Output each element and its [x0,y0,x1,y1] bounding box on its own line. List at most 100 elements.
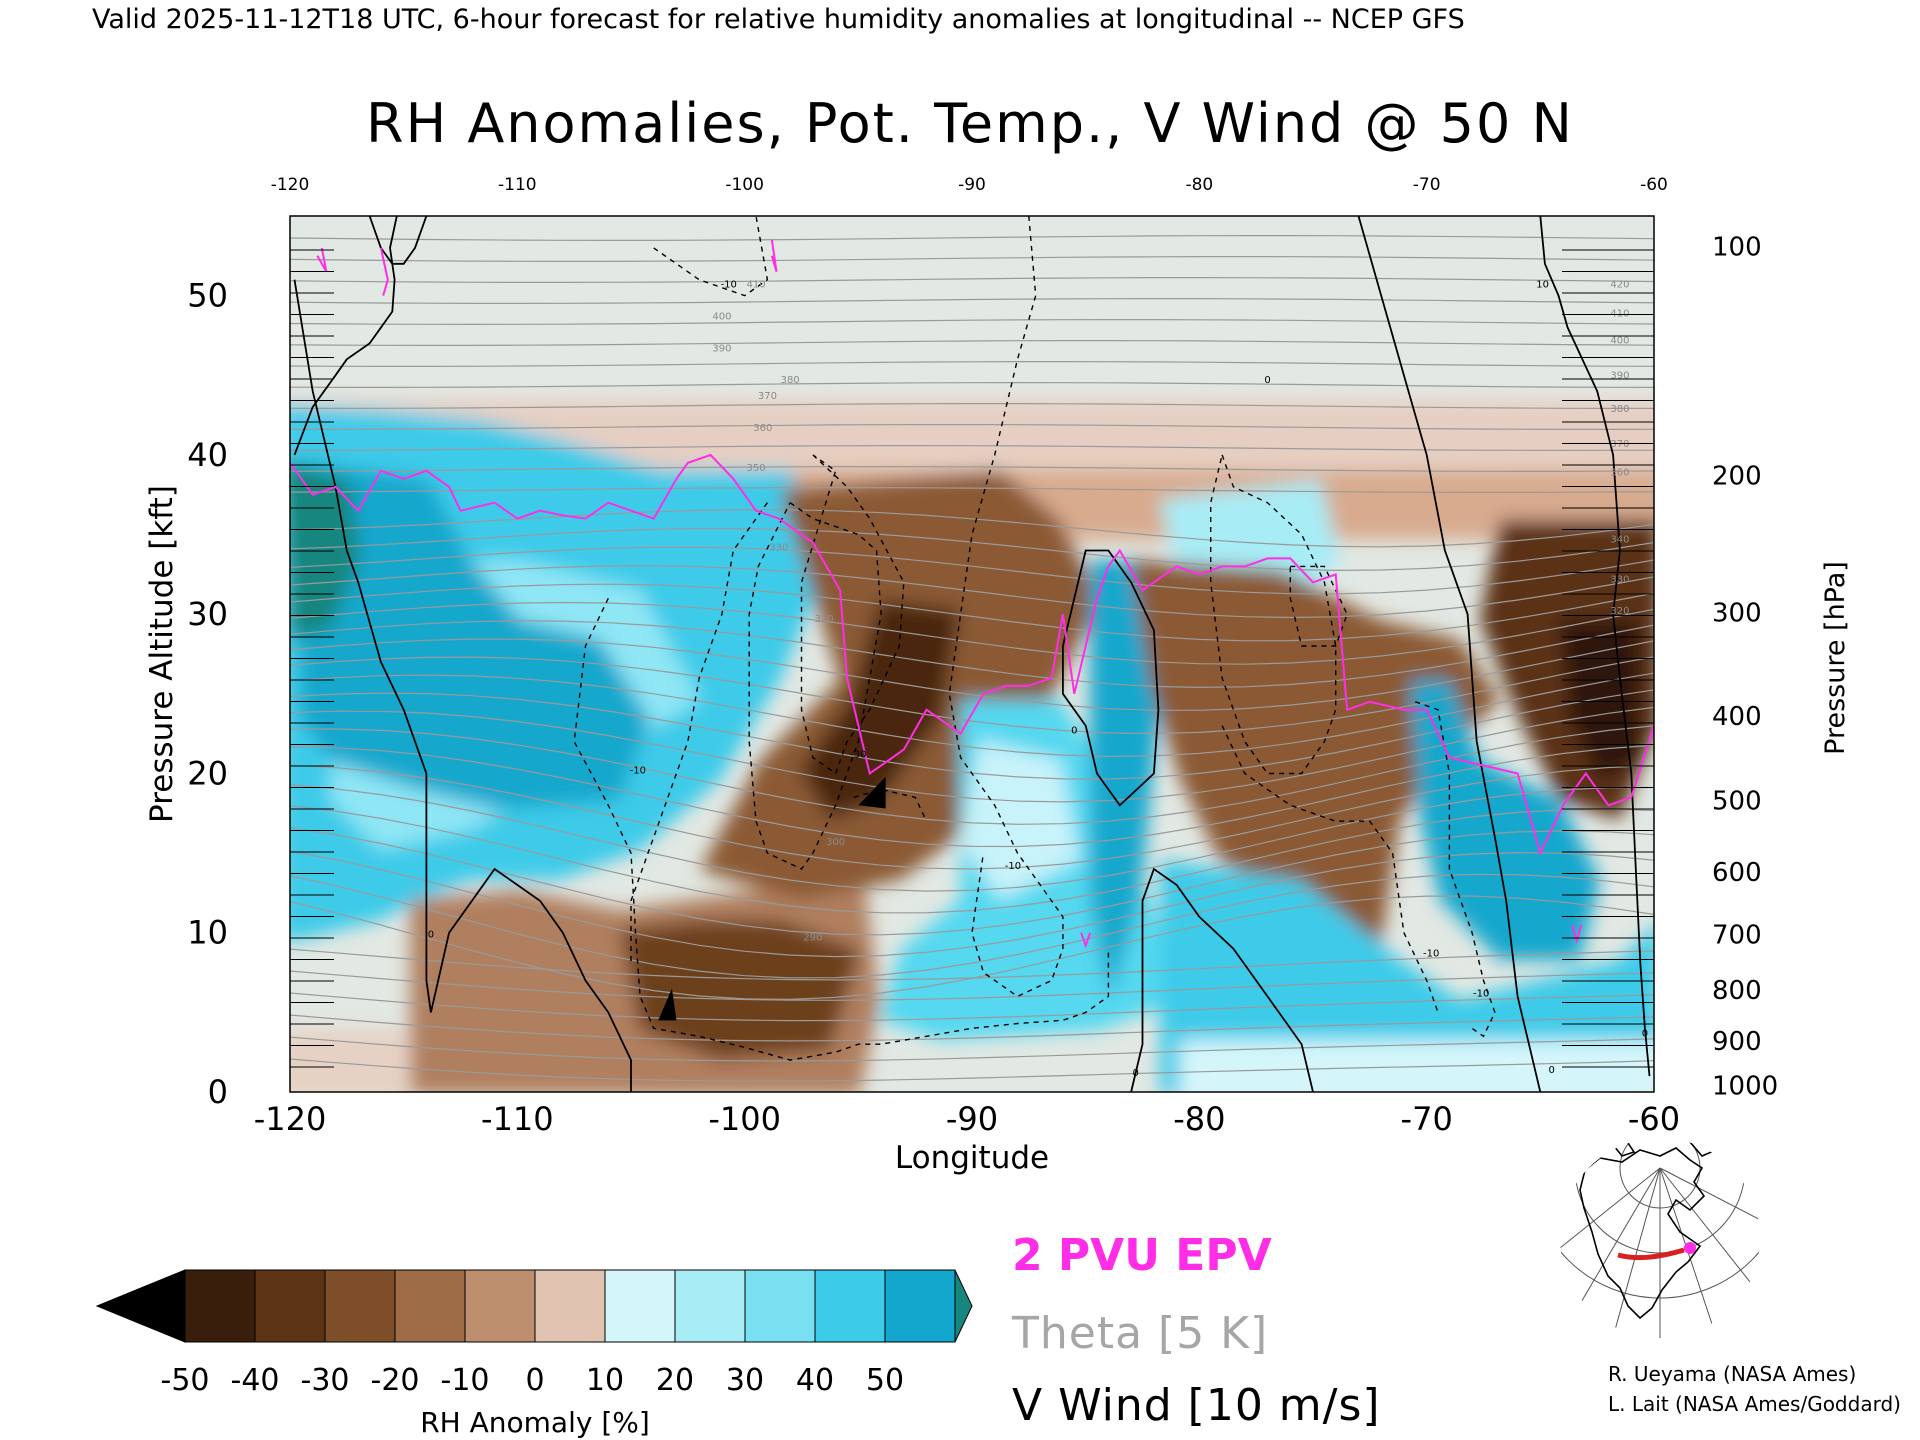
x-tick-label: -90 [946,1100,998,1138]
wind-label: 0 [1549,1065,1555,1076]
pvu-contour-main [290,453,1654,856]
plot-frame [289,215,1655,1093]
colorbar-tick-label: 40 [796,1363,834,1398]
pressure-axis: 100 200 300 400 500 600 700 800 900 1000 [1712,232,1778,1101]
colorbar-tick-label: -30 [301,1363,350,1398]
theta-label: 290 [803,933,822,944]
wind-label: -10 [1423,949,1439,960]
theta-contour [290,403,1654,409]
rh-region-right-column-cyan [1410,680,1600,960]
theta-contour [290,340,1654,346]
colorbar-tick-label: 10 [586,1363,624,1398]
pvu-contour-fragment [1571,924,1583,945]
colorbar-swatch [884,1269,956,1343]
y-tick-label: 0 [208,1073,228,1111]
x-tick-label: -100 [708,1100,781,1138]
theta-contour [290,445,1654,451]
wind-contour-dashed [853,788,928,822]
theta-contour [290,466,1654,472]
colorbar-swatch [534,1269,606,1343]
rh-region-central-darkbrown [800,600,960,820]
pressure-tick-label: 800 [1712,976,1762,1006]
colorbar-tick-label: 20 [656,1363,694,1398]
theta-contour [290,764,1654,870]
y-tick-label: 30 [187,595,228,633]
pressure-tick-label: 300 [1712,599,1762,629]
theta-contour [290,744,1654,848]
theta-label: 380 [1610,404,1629,415]
chart-title: RH Anomalies, Pot. Temp., V Wind @ 50 N [366,92,1574,155]
wind-contour-dashed [1415,701,1496,1038]
wind-label: 10 [1536,280,1549,291]
colorbar-swatch [464,1269,536,1343]
wind-contour-solid [293,279,632,1092]
theta-label: 390 [1610,370,1629,381]
legend-pvu: 2 PVU EPV [1012,1230,1272,1281]
theta-contour [290,361,1654,367]
wind-label: -10 [1473,988,1489,999]
wind-label: 0 [1264,375,1270,386]
theta-contour [290,235,1654,241]
wind-core-marker [858,776,886,809]
theta-contour [290,1014,1654,1042]
theta-label: 330 [769,542,788,553]
x-axis-top: -120 -110 -100 -90 -80 -70 -60 [271,175,1668,195]
x-top-tick-label: -70 [1413,175,1441,195]
colorbar-under [95,1269,186,1343]
pressure-tick-label: 900 [1712,1027,1762,1057]
contour-labels: 290 300 320 330 350 360 370 380 390 400 410 420 410 4… [428,280,1648,1079]
y-axis-label: Pressure Altitude [kft] [144,485,180,823]
x-top-tick-label: -100 [725,175,764,195]
theta-contour [290,487,1654,493]
theta-label: 350 [746,463,765,474]
colorbar-tick-label: -10 [441,1363,490,1398]
x-tick-label: -120 [254,1100,327,1138]
colorbar-tick-label: -20 [371,1363,420,1398]
wind-contour-solid [368,216,428,265]
theta-contour [290,620,1654,689]
theta-contours [290,235,1654,1082]
pressure-tick-label: 100 [1712,232,1762,262]
x-top-tick-label: -110 [498,175,537,195]
wind-contour-dashed [1209,454,1337,775]
x-tick-label: -60 [1628,1100,1680,1138]
pressure-tick-label: 600 [1712,858,1762,888]
map-section-line [1617,1247,1685,1261]
rh-region-left-dark [300,460,650,810]
wind-label: 0 [1642,1028,1648,1039]
theta-contour [290,424,1654,430]
y-axis: 0 10 20 30 40 50 [187,277,228,1111]
theta-label: 420 [1610,280,1629,291]
rh-region-center-light [960,740,1080,900]
legend-wind: V Wind [10 m/s] [1012,1380,1381,1431]
pressure-tick-label: 700 [1712,920,1762,950]
colorbar-tick-label: 30 [726,1363,764,1398]
pressure-level-lines [290,249,1654,1068]
wind-contour-dashed [800,454,905,775]
theta-label: 340 [1610,535,1629,546]
wind-contours [293,216,1651,1092]
y-tick-label: 40 [187,436,228,474]
pressure-tick-label: 400 [1712,702,1762,732]
colorbar-swatch [184,1269,256,1343]
x-top-tick-label: -60 [1640,175,1668,195]
wind-contour-dashed [630,502,768,965]
colorbar-swatch [254,1269,326,1343]
wind-label: -10 [630,765,646,776]
map-inset [1560,1138,1760,1338]
wind-contour-dashed [573,597,1110,1061]
theta-contour [290,1058,1654,1082]
wind-contour-solid [1357,216,1542,1092]
theta-contour [290,565,1654,619]
theta-label: 390 [712,343,731,354]
theta-contour [290,656,1654,735]
colorbar-swatch [604,1269,676,1343]
colorbar-swatch [744,1269,816,1343]
pressure-tick-label: 500 [1712,787,1762,817]
wind-core-marker [658,988,677,1021]
x-axis: -120 -110 -100 -90 -80 -70 -60 [254,1100,1680,1138]
x-top-tick-label: -80 [1185,175,1213,195]
theta-label: 300 [826,837,845,848]
x-top-tick-label: -120 [271,175,310,195]
legend-theta: Theta [5 K] [1011,1308,1268,1359]
